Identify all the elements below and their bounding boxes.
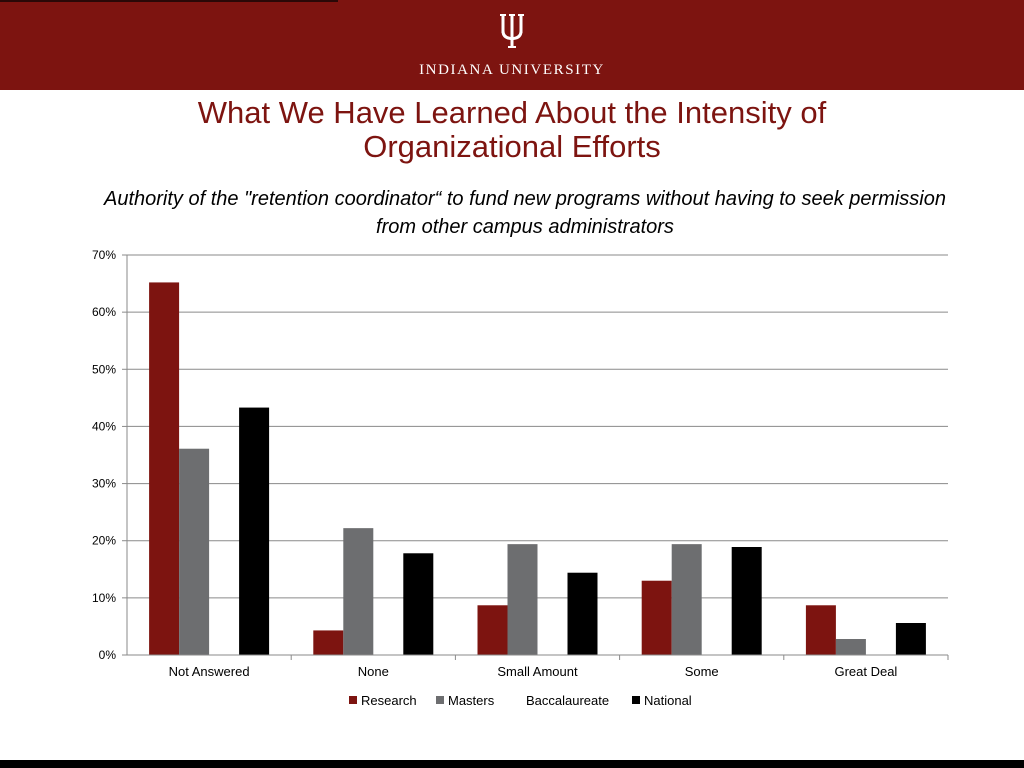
slide-title-line-1: What We Have Learned About the Intensity… (197, 95, 827, 130)
y-tick-label: 70% (92, 248, 116, 262)
y-tick-label: 30% (92, 477, 116, 491)
y-tick-label: 60% (92, 305, 116, 319)
x-tick-label: Not Answered (169, 664, 250, 679)
bar-research (641, 580, 672, 655)
slide-title: What We Have Learned About the Intensity… (0, 96, 1024, 164)
legend-swatch (514, 696, 522, 704)
slide-title-line-2: Organizational Efforts (363, 129, 661, 164)
bar-masters (343, 528, 374, 655)
bar-national (403, 553, 434, 655)
y-tick-label: 50% (92, 362, 116, 376)
x-tick-label: None (358, 664, 389, 679)
y-tick-label: 10% (92, 591, 116, 605)
header-banner: INDIANA UNIVERSITY (0, 0, 1024, 90)
legend-swatch (349, 696, 357, 704)
bottom-bar (0, 760, 1024, 768)
banner-accent-line (0, 0, 338, 2)
x-tick-label: Small Amount (497, 664, 578, 679)
bar-national (731, 547, 762, 655)
bar-masters (835, 639, 866, 655)
bar-national (895, 623, 926, 655)
bar-national (239, 407, 270, 655)
y-tick-label: 40% (92, 419, 116, 433)
x-tick-label: Great Deal (834, 664, 897, 679)
bar-research (313, 630, 344, 655)
legend-label: Research (361, 693, 417, 708)
bar-national (567, 572, 598, 655)
legend-swatch (632, 696, 640, 704)
y-tick-label: 0% (99, 648, 117, 662)
y-tick-label: 20% (92, 534, 116, 548)
bar-research (477, 605, 508, 655)
bar-research (149, 282, 180, 655)
x-tick-label: Some (685, 664, 719, 679)
bar-masters (179, 448, 210, 655)
logo-text: INDIANA UNIVERSITY (419, 62, 605, 78)
chart-subtitle: Authority of the "retention coordinator“… (30, 185, 1020, 241)
legend-label: National (644, 693, 692, 708)
chart-subtitle-line-2: from other campus administrators (376, 216, 674, 238)
trident-icon (500, 14, 524, 48)
bar-research (805, 605, 836, 655)
bar-masters (507, 544, 538, 655)
bar-chart: 0% 10% 20% 30% 40% 50% 60% 70% Not Answered None S… (92, 248, 949, 708)
legend-swatch (436, 696, 444, 704)
bar-masters (671, 544, 702, 655)
legend-label: Baccalaureate (526, 693, 609, 708)
legend-label: Masters (448, 693, 495, 708)
chart-subtitle-line-1: Authority of the "retention coordinator“… (104, 188, 946, 210)
